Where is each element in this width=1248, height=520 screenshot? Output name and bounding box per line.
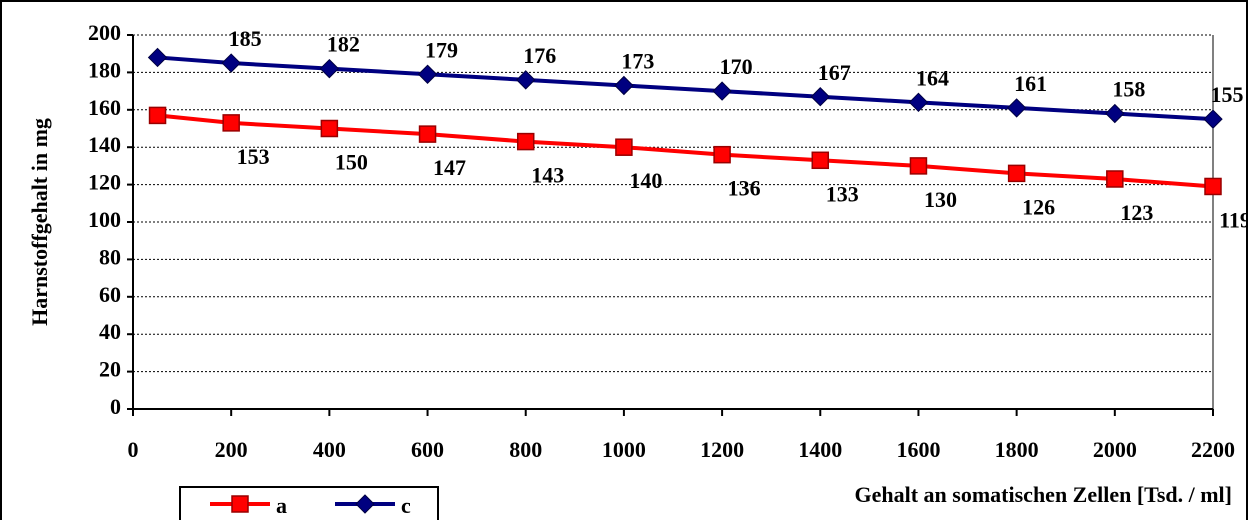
- data-label: 167: [818, 60, 851, 85]
- data-point: [1105, 103, 1125, 124]
- legend-marker: [231, 495, 249, 513]
- y-tick-label: 40: [99, 319, 121, 344]
- data-label: 133: [826, 181, 859, 206]
- data-point: [1106, 170, 1124, 188]
- data-label: 173: [621, 49, 654, 74]
- x-tick-label: 1800: [995, 437, 1039, 462]
- x-tick-label: 400: [313, 437, 346, 462]
- data-label: 164: [916, 65, 949, 90]
- data-point: [516, 70, 536, 90]
- data-point: [713, 145, 731, 164]
- data-label: 126: [1022, 194, 1055, 219]
- data-point: [319, 58, 340, 79]
- x-tick-label: 2200: [1191, 437, 1235, 462]
- data-point: [320, 119, 339, 138]
- x-axis-title: Gehalt an somatischen Zellen [Tsd. / ml]: [855, 482, 1233, 507]
- x-tick-label: 200: [215, 437, 248, 462]
- series-line: [157, 55, 1214, 122]
- x-tick-label: 1600: [896, 437, 940, 462]
- y-tick-label: 200: [88, 20, 121, 45]
- legend-label: c: [401, 493, 411, 518]
- y-tick-label: 180: [88, 57, 121, 82]
- data-label: 161: [1014, 71, 1047, 96]
- legend-label: a: [276, 493, 287, 518]
- x-tick-label: 1200: [700, 437, 744, 462]
- data-label: 147: [433, 155, 466, 180]
- data-label: 182: [327, 32, 360, 57]
- data-point: [417, 64, 438, 84]
- data-label: 136: [728, 176, 761, 201]
- x-tick-label: 800: [509, 437, 542, 462]
- x-tick-label: 600: [411, 437, 444, 462]
- data-point: [614, 75, 634, 96]
- y-tick-label: 20: [99, 357, 121, 382]
- data-point: [516, 132, 535, 151]
- data-point: [147, 47, 168, 68]
- data-point: [418, 125, 437, 143]
- data-label: 153: [237, 144, 270, 169]
- x-tick-label: 1000: [602, 437, 646, 462]
- y-tick-label: 0: [110, 394, 121, 419]
- y-tick-label: 120: [88, 170, 121, 195]
- legend-marker: [355, 494, 375, 514]
- data-label: 179: [425, 37, 458, 62]
- data-label: 130: [924, 187, 957, 212]
- x-tick-label: 1400: [798, 437, 842, 462]
- data-point: [1007, 164, 1026, 183]
- x-tick-label: 0: [128, 437, 139, 462]
- y-tick-label: 140: [88, 132, 121, 157]
- x-tick-label: 2000: [1093, 437, 1137, 462]
- data-point: [221, 53, 241, 73]
- y-tick-label: 80: [99, 244, 121, 269]
- data-label: 176: [523, 43, 556, 68]
- data-label: 150: [335, 150, 368, 175]
- y-tick-label: 160: [88, 95, 121, 120]
- data-point: [222, 114, 240, 132]
- data-label: 170: [720, 54, 753, 79]
- data-label: 143: [531, 163, 564, 188]
- data-label: 155: [1211, 82, 1244, 107]
- y-tick-label: 100: [88, 207, 121, 232]
- data-point: [909, 157, 928, 175]
- data-point: [148, 106, 167, 125]
- series-line: [157, 113, 1214, 189]
- data-point: [615, 138, 633, 156]
- data-label: 185: [229, 26, 262, 51]
- y-tick-label: 60: [99, 282, 121, 307]
- data-point: [810, 87, 830, 107]
- data-point: [712, 81, 732, 101]
- data-label: 158: [1112, 77, 1145, 102]
- y-axis-title: Harnstoffgehalt in mg: [27, 118, 52, 326]
- data-label: 123: [1120, 200, 1153, 225]
- data-point: [1203, 109, 1223, 129]
- data-label: 140: [629, 168, 662, 193]
- data-label: 119: [1219, 208, 1248, 233]
- data-point: [811, 151, 830, 170]
- data-point: [1006, 98, 1027, 118]
- data-point: [908, 92, 929, 113]
- data-point: [1204, 177, 1222, 196]
